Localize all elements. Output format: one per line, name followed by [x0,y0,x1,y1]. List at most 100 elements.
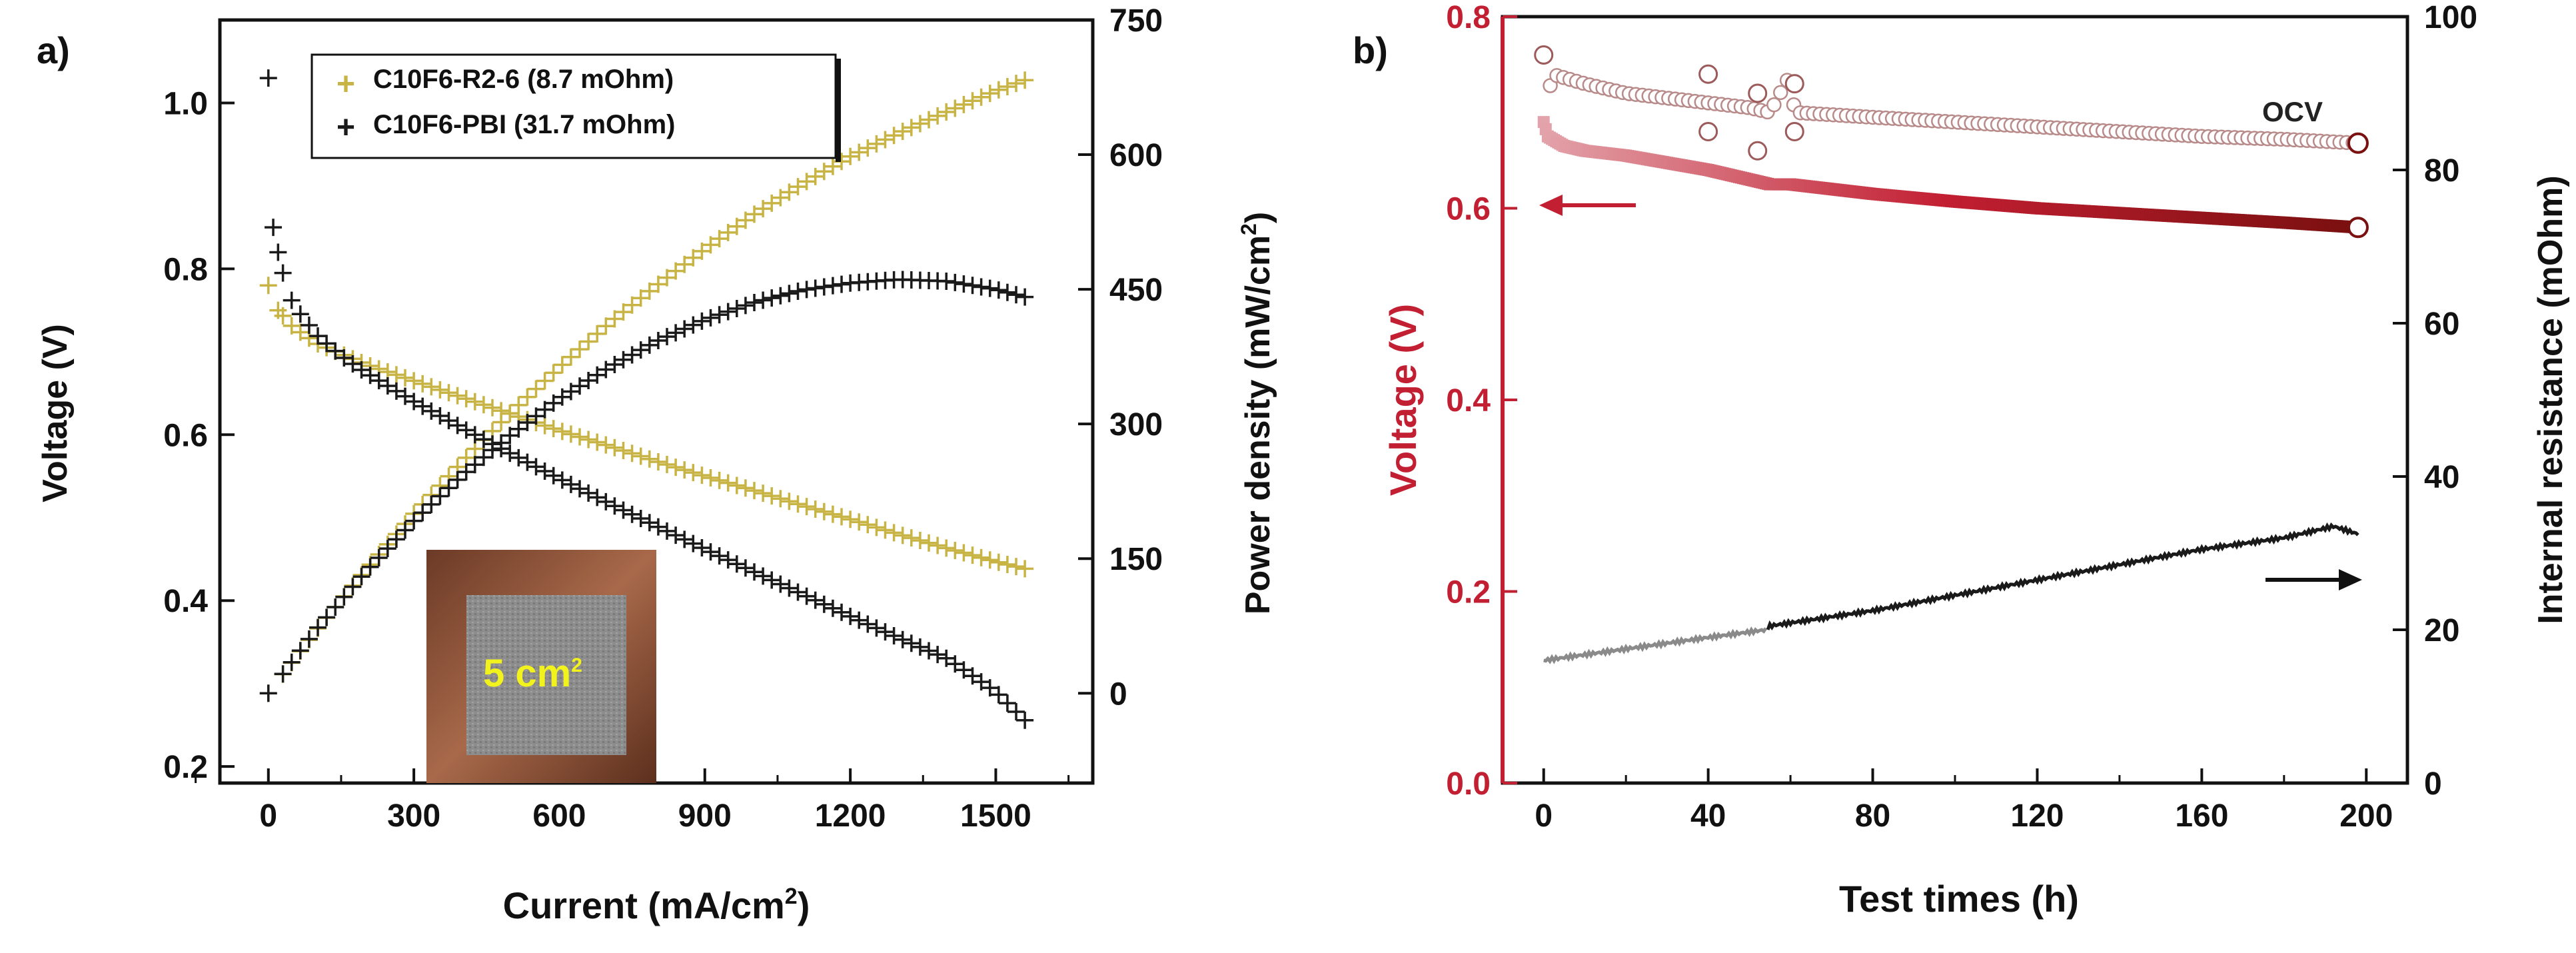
a-point [964,92,981,110]
b-y-left-tick-label: 0.8 [1446,0,1491,35]
a-point [868,518,886,536]
a-point [474,449,492,467]
a-point [553,356,571,374]
a-point [536,463,554,480]
a-point [736,479,754,497]
b-series-ocv [1534,45,2369,239]
a-point [667,262,685,280]
a-point [998,555,1016,573]
a-point [501,445,519,463]
ocv-annotation: OCV [2262,96,2323,127]
a-point [815,278,833,296]
b-y-left-tick-label: 0.4 [1446,383,1491,419]
b-x-label: Test times (h) [1839,878,2079,920]
a-point [474,431,492,449]
b-x-tick-label: 40 [1690,798,1726,834]
a-point [431,381,449,399]
a-point [440,412,458,430]
a-point [510,396,528,414]
b-x-axis: 0 40 80 120 160 200 [1535,768,2393,834]
a-point [309,327,327,345]
a-point [946,273,964,291]
a-point [378,540,396,558]
a-point [746,293,764,311]
a-point [998,77,1016,95]
a-point [702,469,720,487]
a-point [938,272,956,290]
a-point [789,583,807,601]
a-point [998,694,1016,712]
a-point [344,578,362,596]
a-point [964,546,981,564]
b-x-tick-label: 0 [1535,798,1553,834]
a-point [632,289,650,307]
a-point [780,579,798,597]
a-point [806,591,824,609]
a-point [859,615,877,633]
a-point [772,575,790,593]
a-point [396,369,414,387]
a-point [518,414,536,432]
a-point [824,599,842,617]
a-point [326,342,344,360]
b-ocv-outlier [1784,74,1804,94]
a-point [938,103,956,121]
a-point [387,382,405,400]
a-point [676,461,694,479]
a-point [492,413,510,431]
a-point [746,482,764,500]
b-series-group [1534,45,2369,664]
a-point [780,285,798,303]
a-y-right-tick-label: 150 [1109,542,1163,577]
a-point [806,500,824,518]
b-ocv-point [1766,97,1782,113]
b-y-right-tick-label: 20 [2424,613,2459,648]
a-point [1007,286,1025,304]
a-point [920,534,938,552]
a-point [772,189,790,207]
a-point [989,281,1007,299]
a-x-axis: 0 300 600 900 1200 1500 [195,768,1070,834]
a-point [283,317,301,335]
a-point [780,183,798,201]
a-y-right-tick-label: 0 [1109,676,1127,712]
a-point [361,367,379,385]
a-x-tick-label: 1500 [960,798,1031,834]
a-point [842,510,860,528]
a-point [710,306,728,324]
a-point [833,508,851,526]
a-y-right-tick-label: 450 [1109,273,1163,308]
a-point [728,555,746,573]
a-point [1007,702,1025,720]
a-point [457,390,475,408]
a-point [929,646,947,664]
a-point [710,230,728,248]
a-point [938,649,956,667]
b-ocv-outlier [1748,141,1768,161]
a-point [1007,75,1025,93]
a-point [300,630,318,648]
a-point [536,401,554,419]
a-point [370,372,388,390]
a-point [693,242,711,260]
a-y-axis-left: 0.2 0.4 0.6 0.8 1.0 [163,86,235,785]
a-point [614,442,632,460]
a-point [518,453,536,471]
a-point [291,323,309,341]
a-y-axis-right: 0 150 300 450 600 750 [1078,3,1163,712]
a-point [405,372,423,390]
a-point [658,456,676,474]
a-point [448,387,466,405]
a-point [484,399,502,417]
a-point [527,458,545,476]
a-point [989,81,1007,99]
a-point [1016,288,1034,306]
a-point [972,88,990,106]
a-point [318,335,336,353]
a-point [623,296,641,314]
a-point [649,453,667,471]
a-point [510,420,528,438]
legend-marker-pbi: + [336,110,355,145]
a-point [815,595,833,613]
a-point [955,275,973,293]
